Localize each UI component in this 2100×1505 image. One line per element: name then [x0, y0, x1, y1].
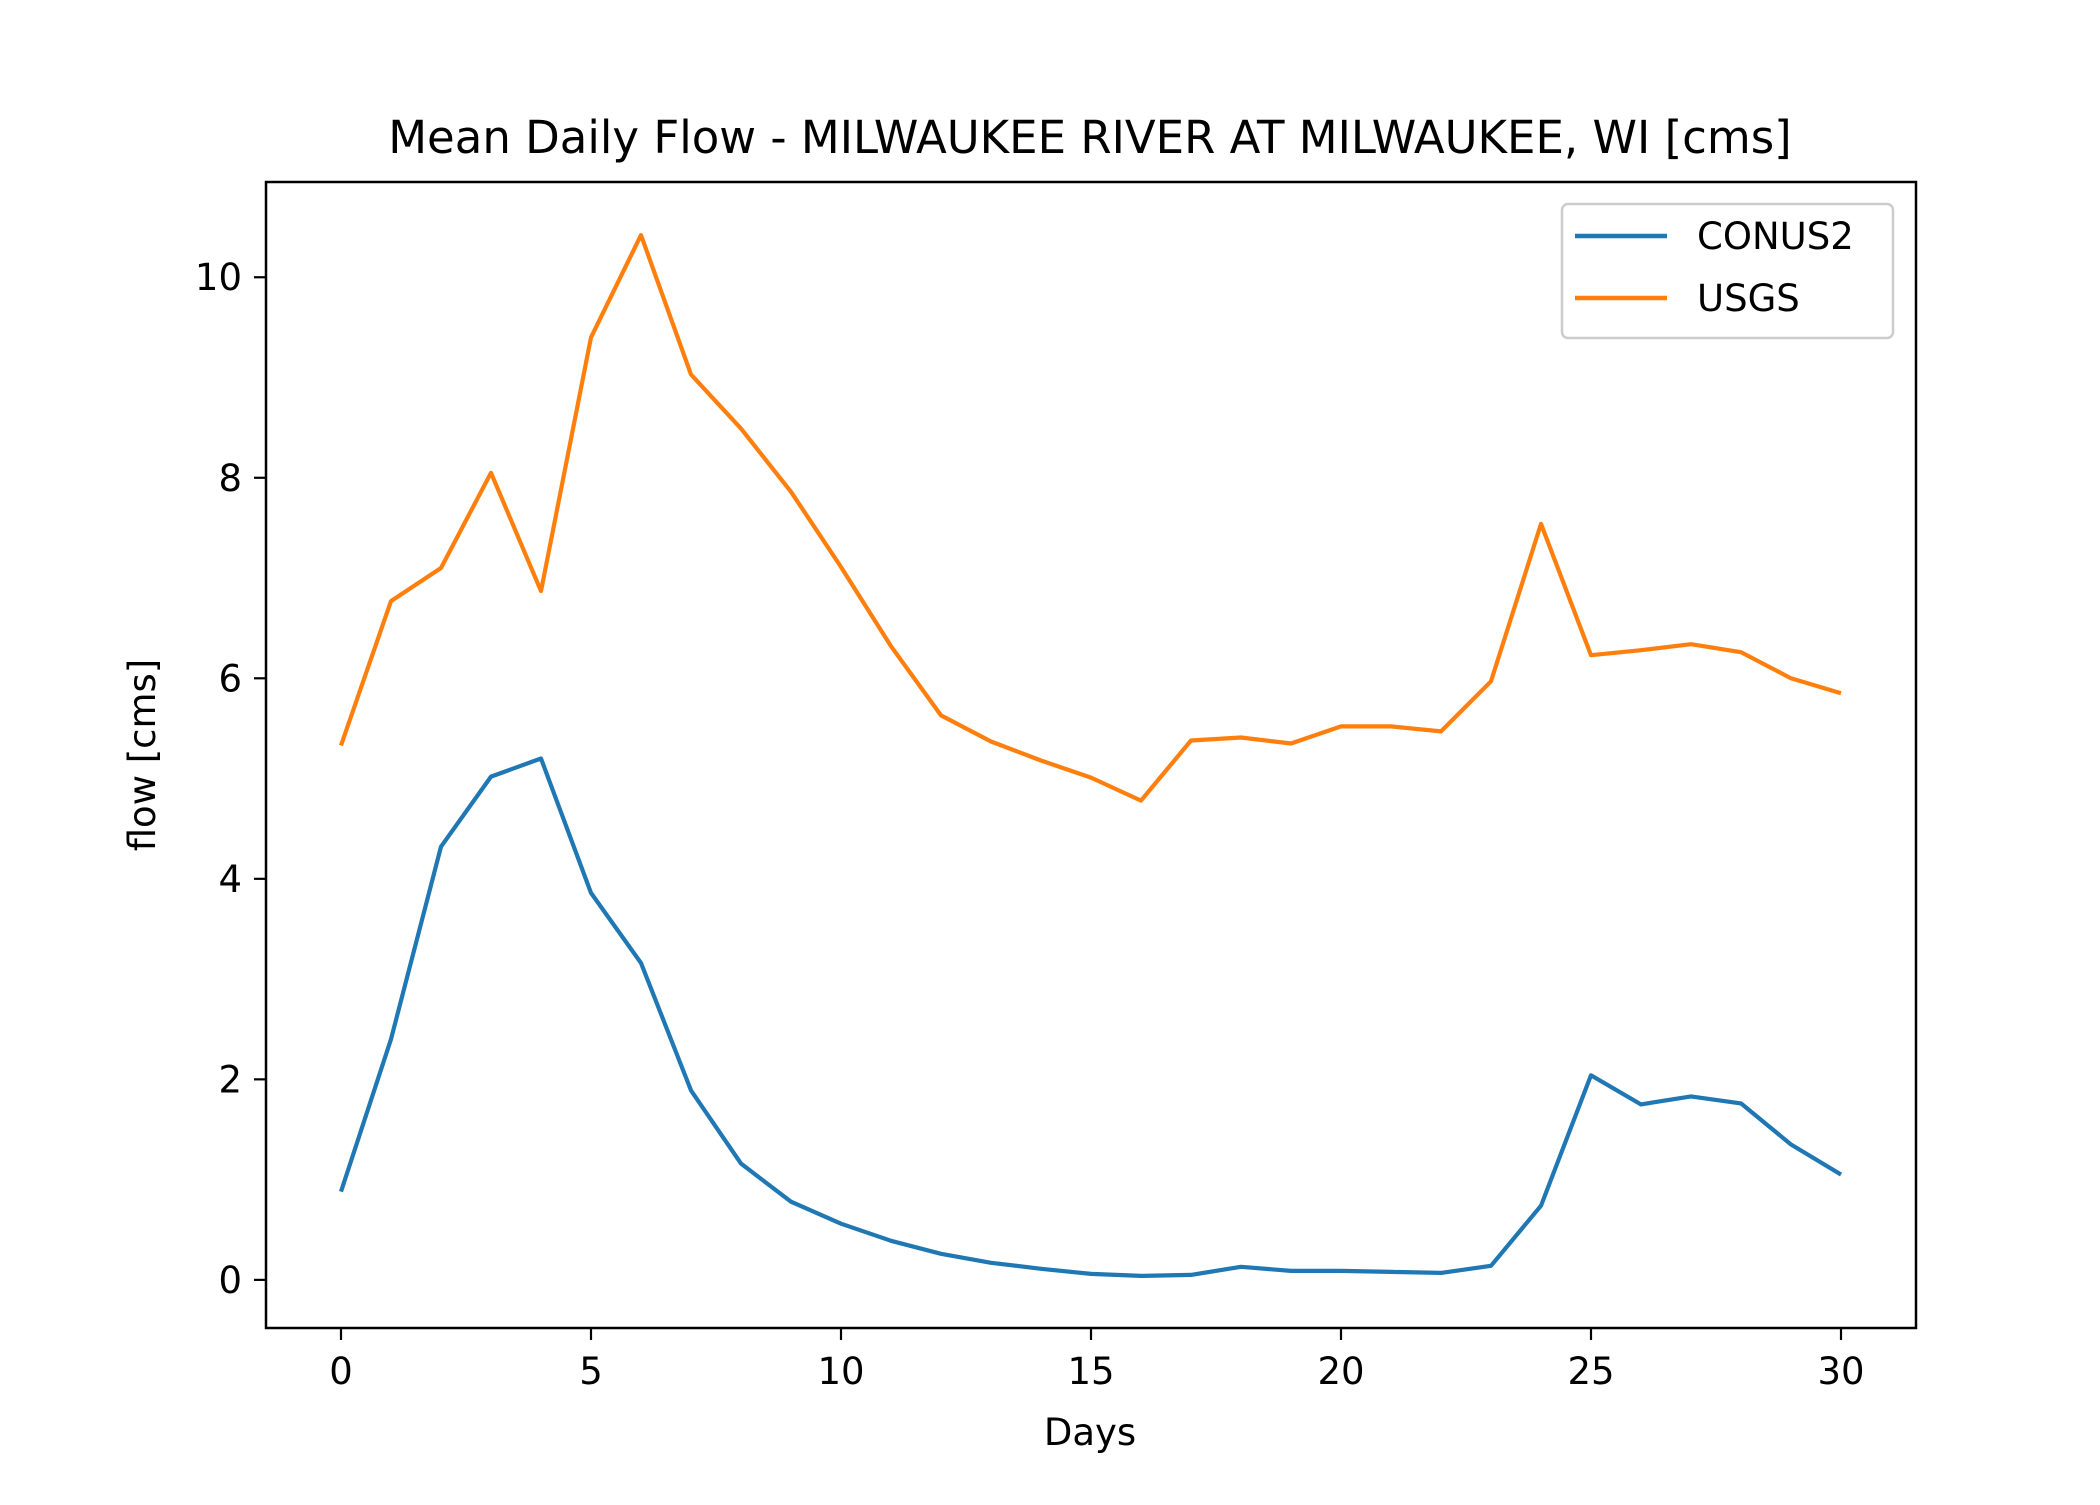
y-tick-label: 6	[218, 657, 242, 700]
x-tick-label: 10	[817, 1350, 864, 1393]
y-tick-label: 4	[218, 858, 242, 901]
x-tick-label: 25	[1567, 1350, 1614, 1393]
chart-title: Mean Daily Flow - MILWAUKEE RIVER AT MIL…	[388, 111, 1792, 164]
x-tick-label: 0	[329, 1350, 353, 1393]
x-tick-label: 20	[1317, 1350, 1364, 1393]
y-tick-label: 2	[218, 1058, 242, 1101]
x-tick-label: 15	[1067, 1350, 1114, 1393]
x-tick-label: 30	[1817, 1350, 1864, 1393]
x-tick-label: 5	[579, 1350, 603, 1393]
legend-label-usgs: USGS	[1697, 277, 1800, 320]
legend: CONUS2 USGS	[1560, 202, 1895, 340]
series-line-conus2	[339, 756, 1843, 1279]
y-axis-label: flow [cms]	[121, 659, 164, 852]
series-line-usgs	[339, 233, 1842, 803]
plot-area	[339, 233, 1843, 1279]
y-axis: 0 2 4 6 8 10	[195, 256, 266, 1302]
y-tick-label: 10	[195, 256, 242, 299]
y-tick-label: 0	[218, 1259, 242, 1302]
x-axis-label: Days	[1044, 1411, 1136, 1454]
x-axis: 0 5 10 15 20 25 30	[329, 1328, 1865, 1393]
y-tick-label: 8	[218, 457, 242, 500]
legend-label-conus2: CONUS2	[1697, 215, 1854, 258]
